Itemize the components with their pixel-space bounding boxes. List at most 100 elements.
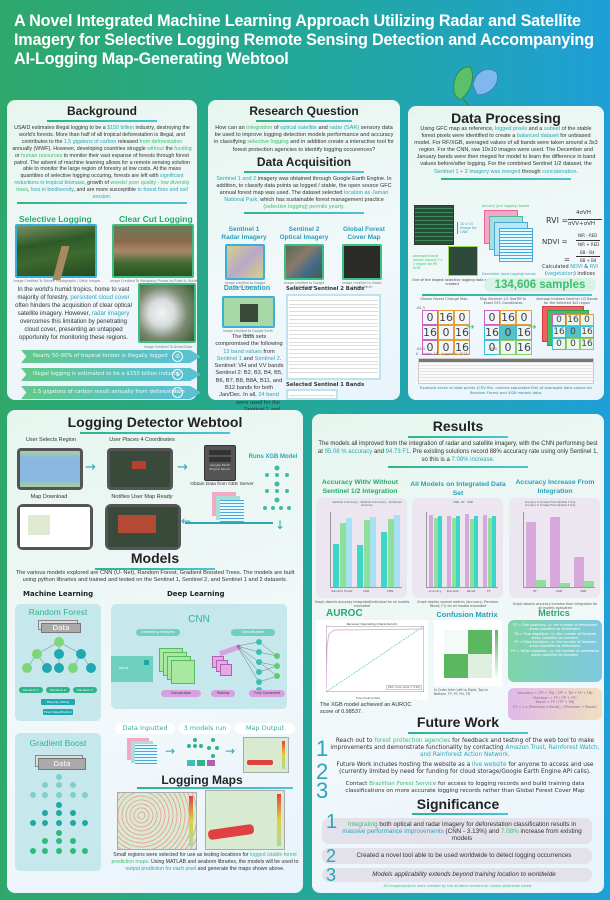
chart-bar bbox=[339, 523, 346, 587]
divider bbox=[408, 732, 528, 734]
divider bbox=[256, 120, 352, 122]
selective-caption: Image Credited To Tahnee Photographs / G… bbox=[13, 279, 101, 283]
chart-bar bbox=[483, 514, 488, 587]
largest-label: One of the largest selective logging dat… bbox=[412, 278, 492, 286]
chart-bar bbox=[363, 520, 370, 587]
band-stack-icon bbox=[212, 492, 248, 528]
leaf-decoration-icon bbox=[453, 66, 499, 110]
fact-bar-2: Illegal logging is estimated to be a $15… bbox=[21, 368, 201, 381]
x-tick-label: XGB bbox=[362, 589, 369, 593]
chart3-plot bbox=[523, 512, 595, 588]
logging-maps-text: Small regions were selected for use as t… bbox=[111, 852, 299, 872]
logging-map-2 bbox=[205, 790, 285, 850]
sentinel2-caption: Image credited to Google Earth Engine bbox=[283, 281, 325, 289]
divider bbox=[244, 212, 364, 215]
chart1-legend: Sentinel 1 Accuracy · Sentinel 2 Accurac… bbox=[332, 501, 402, 507]
chart-bar bbox=[370, 517, 377, 587]
data-processing-text: Using GFC map as reference, logged pixel… bbox=[414, 126, 598, 175]
auroc-title: AUROC bbox=[326, 608, 363, 619]
decision-3: Decision 3 bbox=[73, 687, 97, 693]
majority-voting: Majority Voting bbox=[41, 699, 75, 705]
results-panel: Results The models all improved from the… bbox=[312, 414, 604, 893]
chart1-plot bbox=[330, 512, 402, 588]
x-tick-label: Accuracy bbox=[428, 589, 442, 593]
future-step-2-text: Future Work includes hosting the website… bbox=[336, 762, 594, 776]
no-sign-icon: ⊘ bbox=[172, 351, 183, 362]
gradient-boost-title: Gradient Boost bbox=[29, 738, 87, 748]
sentinel2-table-title: Selected Sentinel 2 Bands bbox=[286, 286, 365, 292]
arrow-right-icon: → bbox=[466, 322, 475, 333]
gfc-map-label: Global Forest Change Map bbox=[420, 297, 468, 301]
fact-bar-3: 1.5 gigatons of carbon result annually f… bbox=[21, 386, 201, 399]
chart-bar bbox=[474, 515, 479, 587]
chart-bar bbox=[584, 581, 594, 587]
divider bbox=[412, 813, 508, 815]
sentinel1-table-title: Selected Sentinel 1 Bands bbox=[286, 382, 365, 388]
footnote: All images/graphs were created by the st… bbox=[383, 884, 533, 888]
dec-bands-label: December (post logging) bands bbox=[482, 272, 536, 276]
selective-logging-label: Selective Logging bbox=[19, 214, 92, 224]
x-tick-label: CNN bbox=[579, 589, 587, 593]
future-work-title: Future Work bbox=[416, 714, 500, 730]
chart-bar bbox=[536, 580, 546, 587]
chart2-title: All Models on Integrated Data Set bbox=[410, 481, 506, 497]
grid-legend: 0 - stable 16 - logged in 2016 bbox=[416, 352, 468, 356]
x-tick-label: CNN bbox=[386, 589, 394, 593]
data-inputted-label: Data Inputted bbox=[115, 723, 175, 734]
gradient-boost-tree-icon bbox=[30, 774, 88, 854]
poster-title: A Novel Integrated Machine Learning Appr… bbox=[14, 12, 594, 68]
data-label: Data bbox=[38, 758, 86, 770]
samples-count-badge: 134,606 samples bbox=[484, 278, 596, 292]
ml-label: Machine Learning bbox=[23, 590, 94, 598]
decision-2: Decision 2 bbox=[46, 687, 70, 693]
divider bbox=[95, 568, 215, 570]
future-step-3-number: 3 bbox=[316, 778, 329, 803]
chart-bar bbox=[492, 516, 497, 587]
divider bbox=[137, 787, 293, 789]
auroc-plot: Receiver Operating Characteristic ROC cu… bbox=[316, 620, 428, 700]
arrow-down-icon: ↓ bbox=[275, 518, 286, 532]
csv-data-table bbox=[418, 358, 594, 384]
significance-item-2: 2 Created a novel tool able to be used w… bbox=[322, 846, 592, 866]
poster-header: A Novel Integrated Machine Learning Appr… bbox=[0, 0, 610, 90]
convolution-block bbox=[159, 648, 195, 684]
auroc-text: The XGB model achieved an AUROC score of… bbox=[320, 702, 412, 715]
fully-connected-pill: Fully Connected bbox=[249, 690, 285, 697]
research-acquisition-panel: Research Question How can an integration… bbox=[208, 100, 400, 420]
gee-server-icon: Google Earth Engine Server bbox=[204, 445, 236, 481]
divider bbox=[80, 432, 230, 434]
coord-bottom-2: -60.5 bbox=[488, 347, 498, 351]
significance-item-3: 3 Models applicability extends beyond tr… bbox=[322, 865, 592, 885]
random-forest-card: Random Forest Data Decision 1 Decision 2… bbox=[15, 604, 101, 721]
chart-bar bbox=[346, 517, 353, 587]
decision-1: Decision 1 bbox=[19, 687, 43, 693]
future-step-2-number: 2 bbox=[316, 759, 329, 784]
models-title: Models bbox=[130, 550, 180, 566]
background-title: Background bbox=[66, 104, 137, 118]
chart-bar bbox=[574, 556, 584, 587]
research-question-title: Research Question bbox=[249, 104, 359, 118]
step-runs-xgb: Runs XGB Model bbox=[248, 454, 298, 460]
webtool-models-panel: Logging Detector Webtool User Selects Re… bbox=[7, 410, 303, 893]
chart-bar bbox=[465, 514, 470, 587]
gfc-map-image bbox=[342, 244, 382, 280]
chart-bar bbox=[394, 514, 401, 587]
chart1-caption: Graph depicts accuracy integrated/indivi… bbox=[314, 600, 410, 608]
sentinel1-label: Sentinel 1 Radar Imagery bbox=[221, 226, 267, 241]
future-step-1-number: 1 bbox=[316, 736, 329, 761]
chart-accuracy-increase: Accuracy % Increase From Sentinel 1 Only… bbox=[509, 498, 600, 598]
pooling-block bbox=[212, 656, 232, 676]
x-tick-label: Recall bbox=[466, 589, 476, 593]
data-acquisition-text: Sentinel 1 and 2 imagery was obtained th… bbox=[216, 175, 392, 211]
sentinel1-bands-table bbox=[286, 389, 338, 400]
confusion-matrix-plot bbox=[434, 620, 502, 686]
x-tick-label: XGB bbox=[555, 589, 562, 593]
results-title: Results bbox=[432, 418, 484, 434]
sentinel2-image bbox=[284, 244, 324, 280]
cnn-card: CNN Extracting Features Classification I… bbox=[111, 604, 287, 709]
data-location-label: Data Location bbox=[223, 285, 271, 292]
csv-caption: Example slices of data points (CSV file-… bbox=[419, 385, 593, 395]
step-notifies: Notifies User Map Ready bbox=[111, 494, 173, 500]
random-forest-title: Random Forest bbox=[28, 607, 88, 617]
final-classification: Final Classification bbox=[43, 709, 73, 715]
